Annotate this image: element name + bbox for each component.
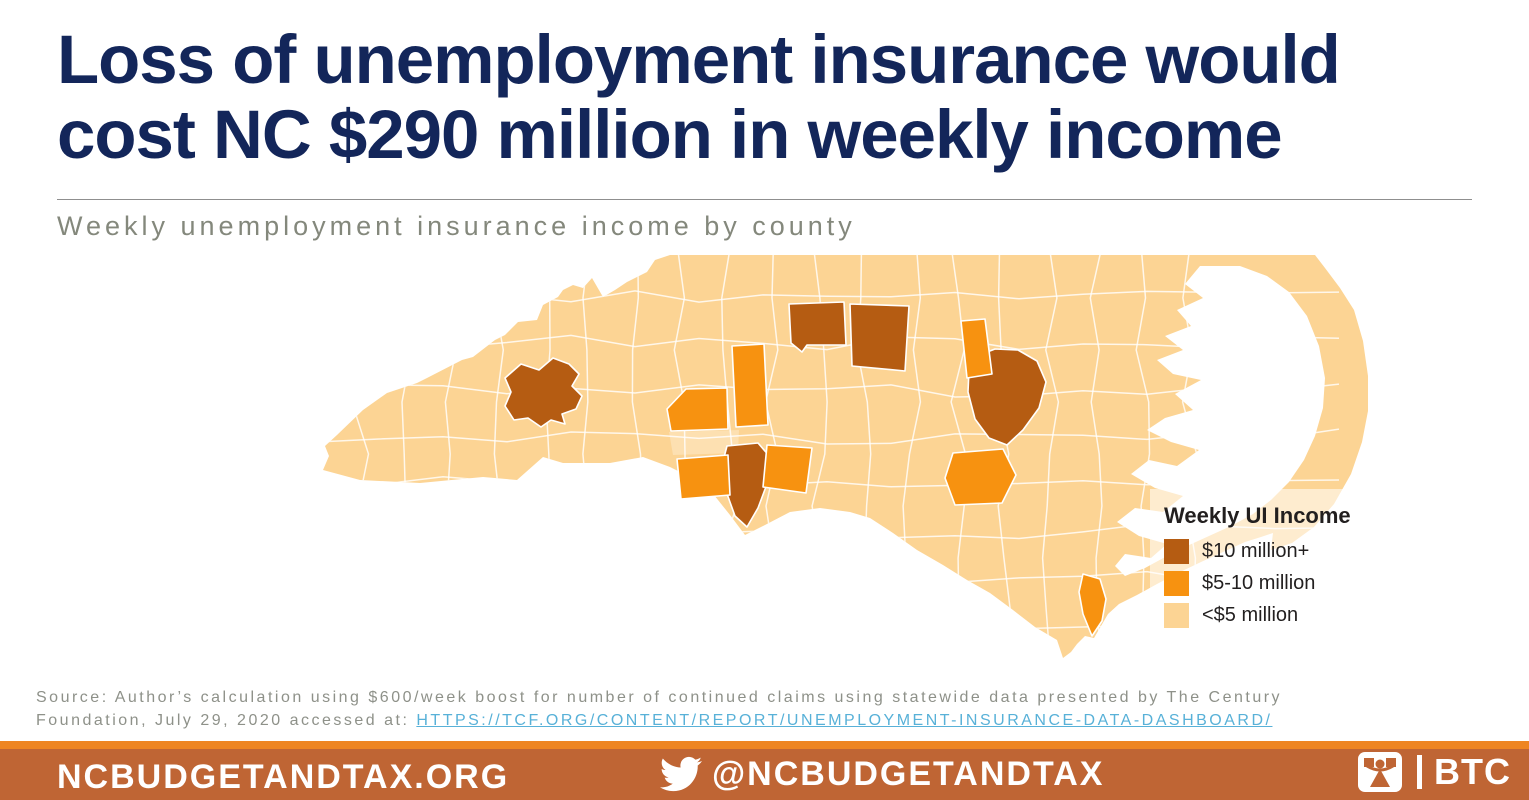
nc-county-choropleth-map [315,246,1400,666]
county-gaston [676,454,731,500]
legend-title: Weekly UI Income [1164,503,1351,528]
footer-twitter: @NCBUDGETANDTAX [660,753,1104,795]
source-link[interactable]: HTTPS://TCF.ORG/CONTENT/REPORT/UNEMPLOYM… [416,712,1273,729]
legend-label-dark: $10 million+ [1202,540,1310,562]
source-line2-prefix: Foundation, July 29, 2020 accessed at: [36,712,417,729]
btc-logo-text: BTC [1434,751,1511,792]
logo-separator [1417,755,1422,789]
legend-label-mid: $5-10 million [1202,572,1316,594]
page-title-line2: cost NC $290 million in weekly income [57,96,1283,173]
county-catawba [666,387,729,432]
county-buncombe [504,357,583,428]
county-durham [960,318,993,379]
divider-line [57,199,1472,200]
page-title-line1: Loss of unemployment insurance would [57,21,1341,98]
legend-swatch-dark [1164,539,1189,564]
source-note: Source: Author’s calculation using $600/… [36,686,1336,732]
county-guilford [849,303,910,372]
btc-logo: BTC [1357,751,1511,793]
chart-subtitle: Weekly unemployment insurance income by … [57,211,856,241]
footer-twitter-handle: @NCBUDGETANDTAX [712,754,1105,793]
footer-website: NCBUDGETANDTAX.ORG [57,758,510,796]
county-forsyth [788,301,847,353]
page-title: Loss of unemployment insurance would cos… [57,22,1487,172]
source-line1: Source: Author’s calculation using $600/… [36,689,1283,706]
footer-bar [0,749,1529,800]
source-line2: Foundation, July 29, 2020 accessed at: H… [36,709,1336,732]
state-silhouette [323,255,1368,658]
county-iredell [731,343,769,428]
pale-county-shade [669,430,739,455]
highlighted-counties [504,301,1107,637]
map-legend: Weekly UI Income $10 million+ $5-10 mill… [1150,489,1414,644]
legend-swatch-mid [1164,571,1189,596]
btc-logo-icon [1358,752,1402,792]
legend-label-light: <$5 million [1202,604,1299,626]
map-svg [323,255,1368,658]
legend-row-dark: $10 million+ [1164,539,1398,564]
county-cumberland [944,448,1017,506]
legend-swatch-light [1164,603,1189,628]
legend-row-mid: $5-10 million [1164,571,1398,596]
county-cabarrus [762,444,813,494]
county-newhanover [1078,573,1107,637]
twitter-icon [660,756,702,792]
legend-row-light: <$5 million [1164,603,1398,628]
footer-accent-strip [0,741,1529,749]
